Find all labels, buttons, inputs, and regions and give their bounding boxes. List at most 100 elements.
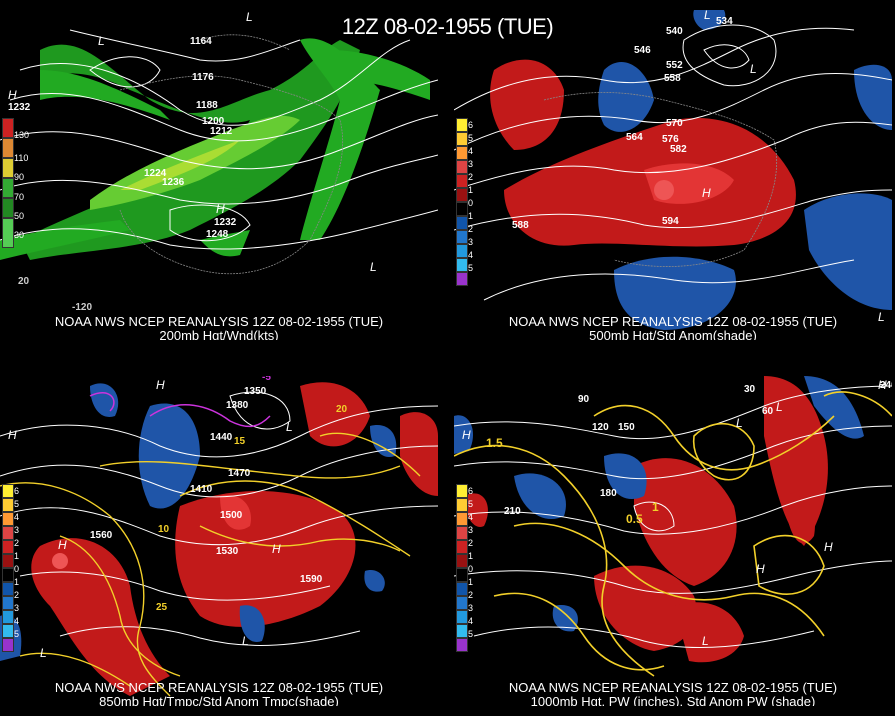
legend-label: 5 bbox=[468, 133, 474, 143]
latitude-label: 20 bbox=[18, 276, 30, 287]
contour-label: 30 bbox=[744, 384, 756, 395]
contour-label: 1560 bbox=[90, 530, 113, 541]
pressure-high-marker: H bbox=[272, 542, 281, 556]
legend-label: 5 bbox=[468, 263, 474, 273]
precipitable-water-label: 0.5 bbox=[626, 512, 643, 526]
contour-label: 582 bbox=[670, 144, 687, 155]
contour-label: 150 bbox=[618, 422, 635, 433]
legend-label: 1 bbox=[468, 551, 474, 561]
panel-1000mb: 6 5 4 3 2 1 0 1 2 3 4 5 30 60 90 120 150… bbox=[454, 376, 892, 706]
pressure-low-marker: L bbox=[242, 634, 249, 648]
map-1000mb-graphic bbox=[454, 376, 892, 677]
legend-label: 6 bbox=[468, 486, 474, 496]
contour-label: 564 bbox=[626, 132, 643, 143]
contour-label: 1224 bbox=[144, 168, 167, 179]
contour-label: 90 bbox=[578, 394, 590, 405]
precipitable-water-label: 1 bbox=[652, 500, 659, 514]
pressure-high-marker: H bbox=[878, 378, 887, 392]
legend-label: 0 bbox=[468, 198, 474, 208]
pressure-low-marker: L bbox=[370, 260, 377, 274]
contour-label: 120 bbox=[592, 422, 609, 433]
temperature-label: 25 bbox=[156, 602, 168, 613]
pressure-low-marker: L bbox=[776, 400, 783, 414]
contour-label: 1176 bbox=[192, 72, 214, 83]
pressure-low-marker: L bbox=[702, 634, 709, 648]
legend-label: 4 bbox=[14, 512, 20, 522]
contour-label: 1410 bbox=[190, 484, 213, 495]
contour-label: 1200 bbox=[202, 116, 225, 127]
pressure-low-marker: L bbox=[286, 420, 293, 434]
contour-label: 534 bbox=[716, 16, 733, 27]
contour-label: 540 bbox=[666, 26, 683, 37]
temperature-label: 20 bbox=[336, 404, 348, 415]
panel-caption: NOAA NWS NCEP REANALYSIS 12Z 08-02-1955 … bbox=[508, 680, 838, 695]
legend-label: 4 bbox=[468, 512, 474, 522]
contour-label: 576 bbox=[662, 134, 679, 145]
legend-label: 1 bbox=[468, 211, 474, 221]
contour-label: 558 bbox=[664, 73, 681, 84]
contour-label: 1530 bbox=[216, 546, 239, 557]
legend-label: 6 bbox=[14, 486, 20, 496]
legend-label: 110 bbox=[14, 153, 29, 163]
legend-850mb bbox=[2, 484, 14, 652]
legend-label: 90 bbox=[14, 172, 25, 182]
panel-caption: NOAA NWS NCEP REANALYSIS 12Z 08-02-1955 … bbox=[54, 680, 384, 695]
temperature-label: -5 bbox=[262, 376, 271, 383]
pressure-high-marker: H bbox=[8, 428, 17, 442]
contour-label: 1500 bbox=[220, 510, 243, 521]
panel-200mb: 130 110 90 70 50 30 1164 1176 1188 1200 … bbox=[0, 10, 438, 340]
pressure-high-marker: H bbox=[8, 88, 17, 102]
contour-label: 1232 bbox=[8, 102, 31, 113]
legend-label: 3 bbox=[468, 237, 474, 247]
legend-label: 3 bbox=[14, 603, 20, 613]
panel-subcaption: 500mb Hgt/Std Anom(shade) bbox=[589, 328, 757, 341]
legend-label: 1 bbox=[468, 577, 474, 587]
legend-label: 5 bbox=[468, 629, 474, 639]
legend-label: 1 bbox=[468, 185, 474, 195]
contour-label: 240 bbox=[880, 380, 892, 391]
contour-label: 1350 bbox=[244, 386, 267, 397]
pressure-low-marker: L bbox=[704, 10, 711, 22]
pressure-low-marker: L bbox=[878, 310, 885, 324]
contour-label: 1470 bbox=[228, 468, 251, 479]
legend-label: 30 bbox=[14, 230, 25, 240]
precipitable-water-label: 1.5 bbox=[486, 436, 503, 450]
legend-label: 5 bbox=[468, 499, 474, 509]
legend-label: 3 bbox=[468, 159, 474, 169]
contour-label: 1236 bbox=[162, 177, 185, 188]
legend-label: 70 bbox=[14, 192, 25, 202]
legend-200mb bbox=[2, 118, 14, 248]
map-500mb-graphic bbox=[454, 10, 892, 330]
legend-label: 2 bbox=[14, 590, 20, 600]
temperature-label: 10 bbox=[158, 524, 170, 535]
contour-label: 1590 bbox=[300, 574, 323, 585]
contour-label: 1232 bbox=[214, 217, 237, 228]
legend-label: 1 bbox=[14, 551, 20, 561]
legend-label: 0 bbox=[14, 564, 20, 574]
pressure-high-marker: H bbox=[156, 378, 165, 392]
legend-label: 1 bbox=[14, 577, 20, 587]
panel-subcaption: 850mb Hgt/Tmpc/Std Anom Tmpc(shade) bbox=[99, 694, 339, 707]
legend-label: 2 bbox=[468, 590, 474, 600]
pressure-high-marker: H bbox=[216, 202, 225, 216]
contour-label: 1212 bbox=[210, 126, 233, 137]
pressure-high-marker: H bbox=[756, 562, 765, 576]
contour-label: 588 bbox=[512, 220, 529, 231]
legend-label: 50 bbox=[14, 211, 25, 221]
pressure-high-marker: H bbox=[824, 540, 833, 554]
legend-label: 2 bbox=[468, 538, 474, 548]
contour-label: 1188 bbox=[196, 100, 218, 111]
contour-label: 1164 bbox=[190, 36, 212, 47]
pressure-low-marker: L bbox=[40, 646, 47, 660]
pressure-low-marker: L bbox=[246, 10, 253, 24]
pressure-high-marker: H bbox=[702, 186, 711, 200]
map-850mb-graphic bbox=[0, 382, 438, 697]
panel-850mb: 6 5 4 3 2 1 0 1 2 3 4 5 1440 1470 1500 1… bbox=[0, 376, 438, 706]
legend-label: 3 bbox=[468, 525, 474, 535]
legend-label: 2 bbox=[14, 538, 20, 548]
contour-label: 1440 bbox=[210, 432, 233, 443]
legend-label: 0 bbox=[468, 564, 474, 574]
legend-label: 130 bbox=[14, 130, 30, 140]
contour-label: 1380 bbox=[226, 400, 249, 411]
legend-label: 4 bbox=[468, 146, 474, 156]
